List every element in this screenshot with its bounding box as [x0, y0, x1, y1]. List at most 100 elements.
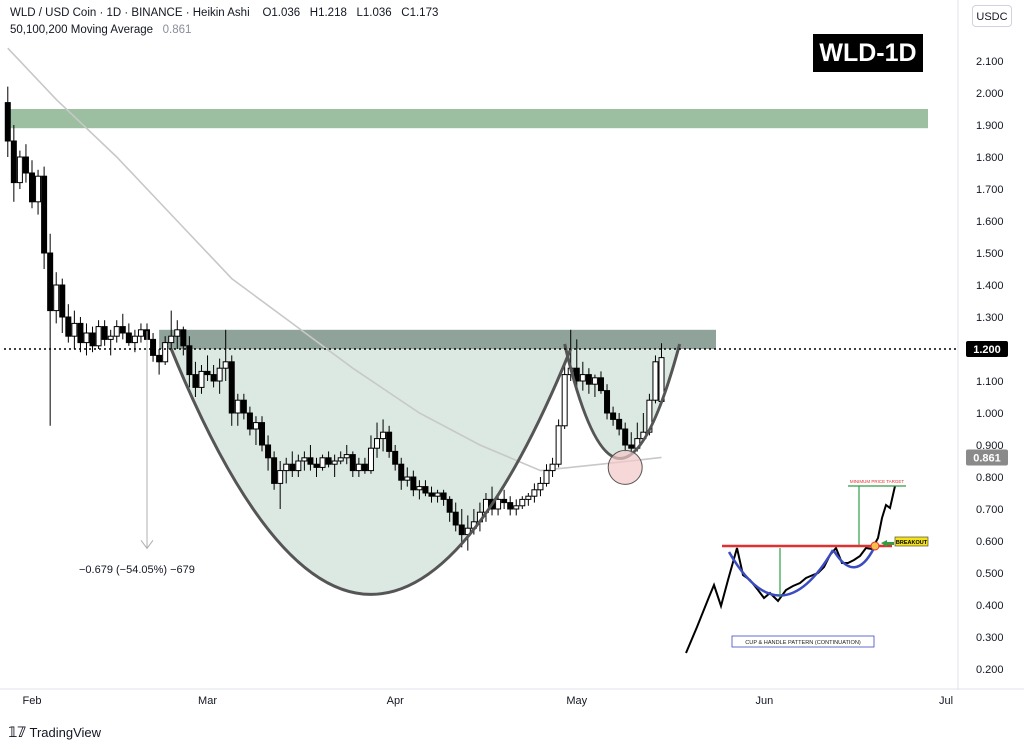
candle-body[interactable]: [204, 370, 211, 376]
candle-body[interactable]: [349, 454, 356, 472]
candle-body[interactable]: [501, 498, 508, 504]
candle-body[interactable]: [507, 502, 514, 510]
candle-body[interactable]: [265, 444, 272, 459]
candle-body[interactable]: [428, 492, 435, 497]
candle-body[interactable]: [22, 156, 29, 174]
candle-body[interactable]: [307, 457, 314, 465]
candle-body[interactable]: [119, 326, 126, 334]
candle-body[interactable]: [125, 332, 132, 344]
candle-body[interactable]: [604, 390, 611, 414]
candle-body[interactable]: [216, 367, 223, 382]
candle-body[interactable]: [180, 329, 187, 347]
candle-body[interactable]: [47, 252, 54, 312]
candle-body[interactable]: [622, 428, 629, 446]
candle-body[interactable]: [555, 425, 562, 465]
candle-body[interactable]: [210, 374, 217, 382]
candle-body[interactable]: [392, 450, 399, 465]
candle-body[interactable]: [652, 361, 659, 401]
candle-body[interactable]: [585, 374, 592, 385]
candle-body[interactable]: [240, 399, 247, 414]
candle-body[interactable]: [192, 374, 199, 388]
candle-body[interactable]: [319, 457, 326, 468]
candle-body[interactable]: [446, 498, 453, 513]
candle-body[interactable]: [561, 374, 568, 427]
candle-body[interactable]: [495, 498, 502, 510]
candle-body[interactable]: [537, 482, 544, 491]
candle-body[interactable]: [422, 486, 429, 494]
candle-body[interactable]: [162, 342, 169, 363]
candle-body[interactable]: [53, 284, 60, 312]
candle-body[interactable]: [246, 412, 253, 430]
candle-body[interactable]: [10, 140, 17, 184]
candle-body[interactable]: [325, 457, 332, 465]
candle-body[interactable]: [440, 492, 447, 500]
candle-body[interactable]: [198, 370, 205, 388]
candle-body[interactable]: [89, 332, 96, 347]
candle-body[interactable]: [573, 367, 580, 382]
candle-body[interactable]: [361, 463, 368, 472]
candle-body[interactable]: [65, 316, 72, 337]
candle-body[interactable]: [71, 322, 78, 337]
candle-body[interactable]: [549, 463, 556, 472]
candle-body[interactable]: [543, 470, 550, 484]
candle-body[interactable]: [591, 377, 598, 385]
indicator-legend[interactable]: 50,100,200 Moving Average 0.861: [10, 24, 191, 36]
candle-body[interactable]: [434, 492, 441, 497]
candle-body[interactable]: [313, 463, 320, 468]
candle-body[interactable]: [343, 454, 350, 459]
candle-body[interactable]: [513, 505, 520, 510]
candle-body[interactable]: [519, 498, 526, 507]
candle-body[interactable]: [83, 332, 90, 344]
candle-body[interactable]: [289, 463, 296, 472]
candle-body[interactable]: [416, 486, 423, 491]
candle-body[interactable]: [374, 438, 381, 449]
candles-layer[interactable]: [4, 86, 665, 551]
candle-body[interactable]: [29, 172, 35, 203]
currency-button[interactable]: USDC: [972, 5, 1012, 27]
candle-body[interactable]: [531, 489, 538, 497]
candle-body[interactable]: [295, 460, 302, 472]
candle-body[interactable]: [610, 412, 617, 420]
candle-body[interactable]: [301, 457, 308, 462]
candle-body[interactable]: [452, 511, 459, 526]
candle-body[interactable]: [410, 476, 417, 491]
candle-body[interactable]: [597, 377, 604, 392]
candle-body[interactable]: [259, 422, 266, 446]
tradingview-logo[interactable]: 𝟙𝟟 TradingView: [8, 724, 101, 741]
candle-body[interactable]: [355, 463, 362, 472]
candle-body[interactable]: [107, 335, 114, 340]
candle-body[interactable]: [398, 463, 405, 481]
time-axis[interactable]: Feb Mar Apr May Jun Jul: [23, 695, 954, 707]
candle-body[interactable]: [4, 102, 11, 142]
candle-body[interactable]: [234, 399, 241, 414]
candle-body[interactable]: [150, 338, 157, 356]
candle-body[interactable]: [59, 284, 66, 318]
candle-body[interactable]: [186, 345, 193, 376]
candle-body[interactable]: [277, 470, 284, 484]
candle-body[interactable]: [252, 422, 259, 430]
candle-body[interactable]: [228, 361, 235, 414]
candle-body[interactable]: [628, 444, 635, 449]
candle-body[interactable]: [16, 156, 23, 184]
candle-body[interactable]: [131, 335, 138, 344]
price-axis[interactable]: 2.100 2.000 1.900 1.800 1.700 1.600 1.500 1.400…: [966, 56, 1008, 676]
candle-body[interactable]: [156, 354, 163, 363]
candle-body[interactable]: [174, 329, 181, 337]
candle-body[interactable]: [367, 447, 374, 472]
candle-body[interactable]: [525, 495, 532, 500]
candle-body[interactable]: [77, 322, 84, 344]
candle-body[interactable]: [222, 361, 229, 369]
candle-body[interactable]: [168, 335, 175, 344]
candle-body[interactable]: [404, 476, 411, 481]
candle-body[interactable]: [380, 431, 387, 440]
candle-body[interactable]: [35, 175, 42, 203]
candle-body[interactable]: [271, 457, 278, 484]
candle-body[interactable]: [386, 431, 393, 452]
candle-body[interactable]: [616, 418, 623, 430]
candle-body[interactable]: [337, 457, 344, 462]
candle-body[interactable]: [95, 326, 102, 347]
candle-body[interactable]: [458, 524, 465, 536]
chart-header-symbol[interactable]: WLD / USD Coin · 1D · BINANCE · Heikin A…: [10, 7, 438, 19]
candle-body[interactable]: [41, 175, 48, 254]
